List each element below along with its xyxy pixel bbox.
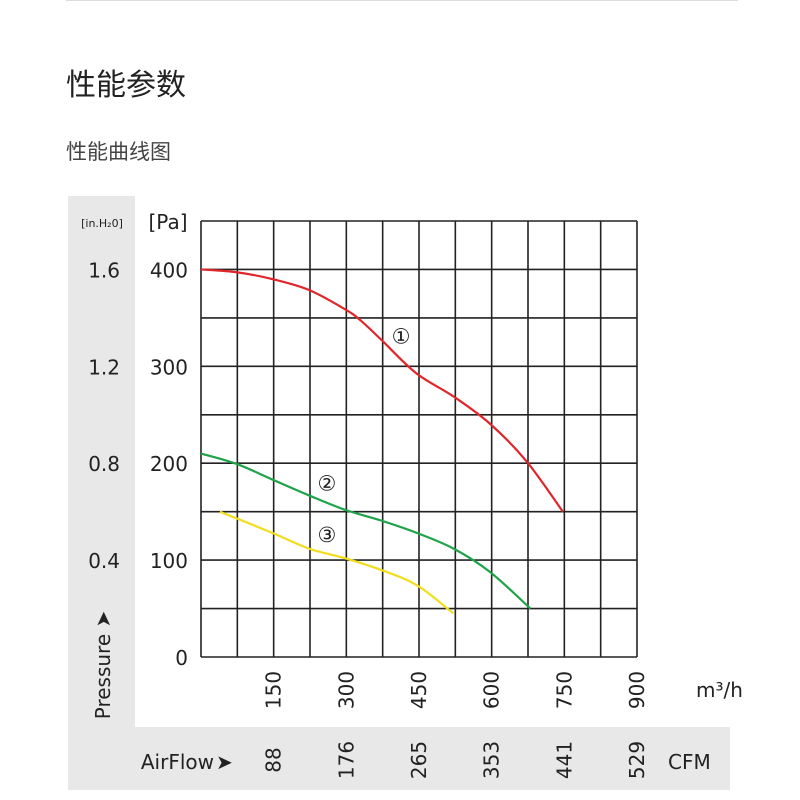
x-tick-label: 450	[407, 671, 431, 709]
x-tick-label: 300	[334, 671, 358, 709]
x-unit-label: m³/h	[696, 678, 743, 702]
y-tick-label-inh2o: 1.2	[88, 355, 120, 379]
x-tick-label-cfm: 353	[480, 741, 504, 779]
y-tick-label: 200	[150, 452, 188, 476]
airflow-label: AirFlow	[141, 750, 214, 774]
x-tick-label-cfm: 265	[407, 741, 431, 779]
series-label-3: ③	[318, 523, 337, 547]
y-tick-label: 300	[150, 355, 188, 379]
arrow-up-icon: ➤	[91, 611, 115, 634]
y-axis-title-text: Pressure	[91, 634, 115, 719]
series-label-2: ②	[318, 472, 337, 496]
x-tick-label-cfm: 441	[552, 741, 576, 779]
x-tick-label: 900	[625, 671, 649, 709]
series-curve-2	[200, 452, 532, 610]
series-curve-3	[219, 510, 455, 615]
y-axis-title: Pressure ➤	[91, 611, 115, 720]
x-tick-label-cfm: 88	[262, 747, 286, 772]
series-curve-1	[200, 268, 564, 513]
cfm-unit-label: CFM	[668, 750, 711, 774]
in-h2o-unit-label: [in.H₂0]	[81, 217, 123, 230]
secondary-y-axis-panel	[68, 196, 135, 790]
pa-unit-label: [Pa]	[148, 210, 187, 234]
page-title: 性能参数	[66, 68, 186, 103]
arrow-right-icon: ➤	[216, 750, 233, 774]
y-tick-label: 0	[175, 646, 188, 670]
y-tick-label-inh2o: 1.6	[88, 258, 120, 282]
y-tick-label: 400	[150, 258, 188, 282]
divider	[66, 0, 738, 1]
y-tick-label-inh2o: 0.4	[88, 549, 120, 573]
chart-subtitle: 性能曲线图	[66, 140, 171, 164]
y-tick-label: 100	[150, 549, 188, 573]
x-tick-label: 150	[262, 671, 286, 709]
x-tick-label: 750	[552, 671, 576, 709]
x-tick-label-cfm: 176	[334, 741, 358, 779]
x-tick-label: 600	[480, 671, 504, 709]
x-tick-label-cfm: 529	[625, 741, 649, 779]
y-tick-label-inh2o: 0.8	[88, 452, 120, 476]
series-label-1: ①	[392, 324, 411, 348]
secondary-x-axis-panel	[68, 727, 730, 790]
